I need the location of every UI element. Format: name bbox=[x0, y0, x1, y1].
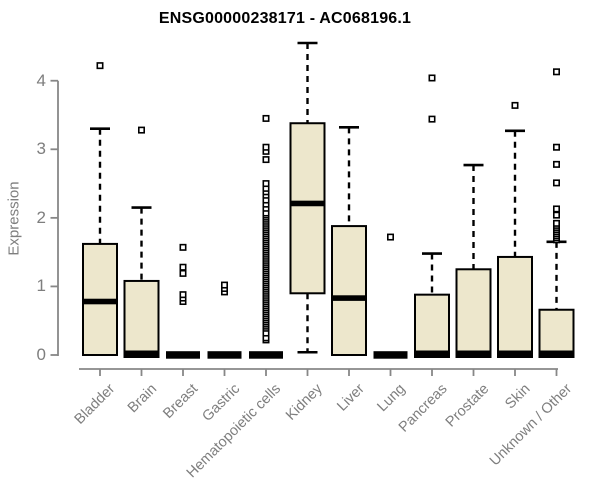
collapsed-box-Breast bbox=[166, 351, 200, 359]
median-line bbox=[497, 350, 533, 358]
outlier-point bbox=[262, 114, 270, 122]
outlier-point bbox=[179, 263, 187, 271]
median-line bbox=[455, 350, 492, 358]
collapsed-box-Lung bbox=[373, 351, 408, 359]
outlier-point bbox=[138, 126, 146, 134]
box-Prostate bbox=[455, 268, 492, 357]
outlier-point bbox=[386, 233, 394, 241]
collapsed-box-Hematopoietic cells bbox=[249, 351, 283, 359]
outlier-point bbox=[262, 156, 270, 164]
median-line bbox=[289, 200, 326, 207]
outlier-point bbox=[552, 219, 560, 227]
outlier-point bbox=[511, 101, 519, 109]
median-line bbox=[331, 295, 367, 301]
median-line bbox=[123, 350, 160, 358]
median-line bbox=[82, 298, 118, 305]
outlier-point bbox=[262, 180, 270, 188]
y-tick-label: 2 bbox=[36, 207, 46, 227]
outlier-point bbox=[179, 291, 187, 299]
box-Kidney bbox=[289, 122, 326, 295]
outlier-point bbox=[262, 143, 270, 151]
box-Pancreas bbox=[414, 293, 450, 356]
outlier-point bbox=[552, 68, 560, 76]
y-tick-label: 0 bbox=[36, 345, 46, 364]
outlier-point bbox=[221, 281, 229, 289]
y-tick-label: 1 bbox=[36, 276, 46, 296]
y-tick-label: 3 bbox=[36, 139, 46, 159]
collapsed-box-Gastric bbox=[207, 351, 242, 359]
box-Skin bbox=[497, 255, 533, 356]
y-tick-label: 4 bbox=[36, 70, 46, 90]
outlier-point bbox=[96, 62, 104, 70]
chart-title: ENSG00000238171 - AC068196.1 bbox=[158, 10, 412, 27]
outlier-point bbox=[428, 74, 436, 82]
outlier-point bbox=[179, 243, 187, 251]
outlier-point bbox=[552, 205, 560, 213]
outlier-point bbox=[428, 115, 436, 123]
box-Brain bbox=[123, 279, 160, 356]
median-line bbox=[538, 350, 575, 358]
outlier-point bbox=[552, 179, 560, 187]
outlier-point bbox=[552, 143, 560, 151]
box-Unknown / Other bbox=[538, 308, 575, 357]
outlier-point bbox=[552, 160, 560, 168]
median-line bbox=[414, 350, 450, 358]
box-Liver bbox=[331, 225, 367, 356]
outlier-point bbox=[552, 211, 560, 219]
outlier-point bbox=[179, 269, 187, 277]
